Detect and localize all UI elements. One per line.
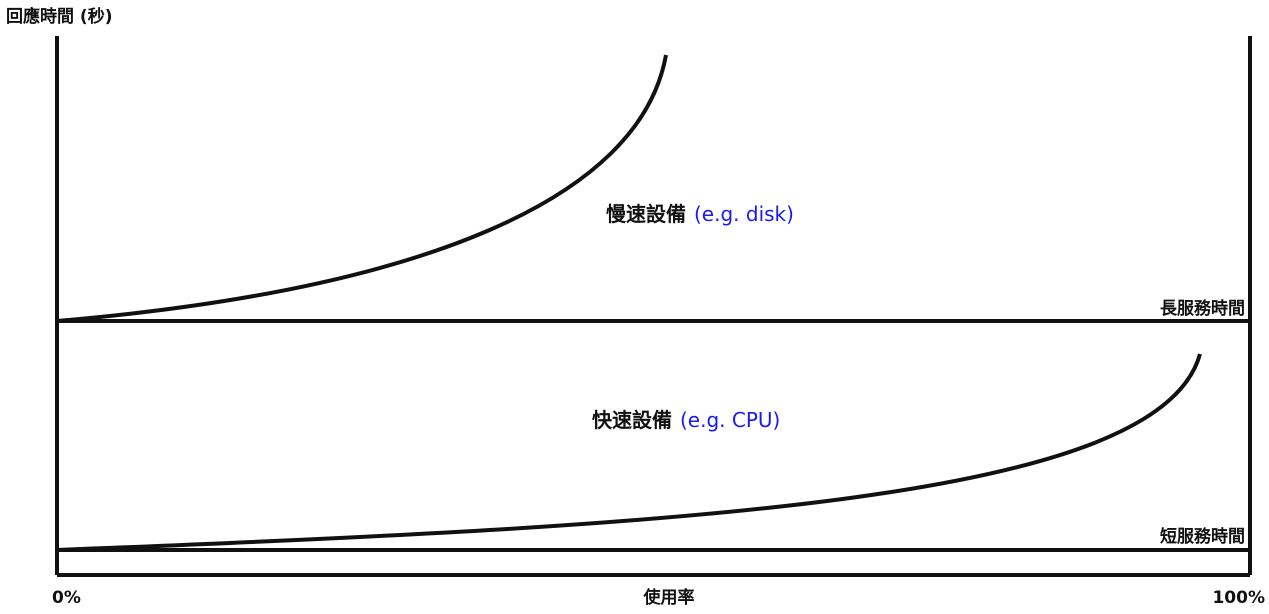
slow-device-example: (e.g. disk): [694, 202, 794, 226]
y-axis-label: 回應時間 (秒): [6, 6, 112, 27]
fast-device-name: 快速設備: [592, 408, 672, 432]
x-tick-0-percent: 0%: [52, 588, 81, 608]
slow-device-name: 慢速設備: [606, 202, 686, 226]
x-tick-100-percent: 100%: [1212, 588, 1265, 608]
short-service-time-label: 短服務時間: [1160, 526, 1245, 547]
long-service-time-label: 長服務時間: [1160, 298, 1245, 319]
fast-device-curve: [56, 353, 1202, 552]
slow-device-label: 慢速設備 (e.g. disk): [606, 202, 794, 226]
x-axis-label: 使用率: [643, 587, 695, 608]
fast-device-example: (e.g. CPU): [680, 408, 780, 432]
slow-device-curve: [56, 54, 668, 323]
fast-device-label: 快速設備 (e.g. CPU): [592, 408, 780, 432]
